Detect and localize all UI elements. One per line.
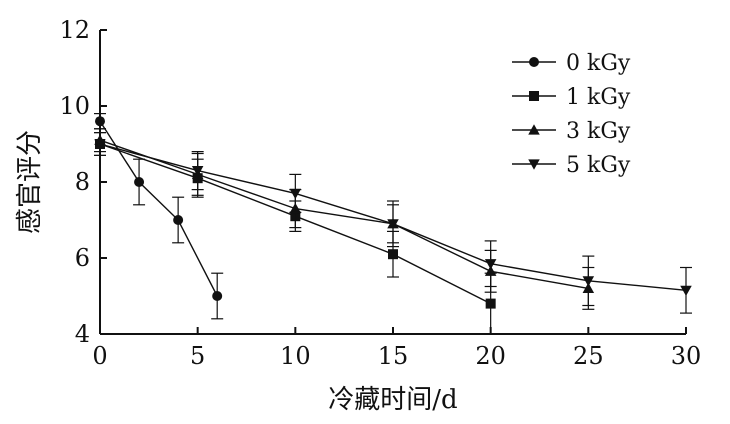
y-tick-label: 8 bbox=[75, 168, 90, 196]
data-point bbox=[680, 285, 692, 297]
legend-item: 3 kGy bbox=[512, 119, 631, 144]
y-tick-label: 12 bbox=[59, 16, 90, 44]
series-line bbox=[99, 120, 218, 297]
legend: 0 kGy 1 kGy 3 kGy 5 kGy bbox=[512, 51, 631, 178]
data-point bbox=[485, 298, 496, 309]
x-tick-label: 25 bbox=[573, 342, 604, 370]
y-axis-title: 感官评分 bbox=[15, 130, 45, 234]
series-layer bbox=[94, 112, 692, 335]
data-point bbox=[387, 219, 399, 230]
legend-item: 0 kGy bbox=[512, 51, 631, 76]
data-point bbox=[95, 116, 105, 127]
series-triangle-up bbox=[94, 128, 595, 310]
legend-item: 1 kGy bbox=[512, 85, 631, 110]
legend-label: 1 kGy bbox=[566, 85, 631, 110]
data-point bbox=[173, 215, 184, 225]
x-tick-label: 5 bbox=[190, 342, 205, 370]
y-tick-label: 6 bbox=[75, 244, 90, 272]
legend-marker bbox=[529, 91, 539, 101]
data-point bbox=[582, 276, 595, 287]
data-point bbox=[289, 188, 302, 200]
y-tick-label: 10 bbox=[59, 92, 90, 120]
legend-marker bbox=[528, 124, 540, 135]
series-line bbox=[99, 139, 589, 290]
data-point bbox=[484, 259, 497, 270]
data-point bbox=[94, 139, 106, 150]
series-square bbox=[94, 132, 497, 335]
x-tick-label: 15 bbox=[378, 342, 409, 370]
legend-marker bbox=[529, 57, 539, 67]
legend-item: 5 kGy bbox=[512, 153, 631, 178]
data-point bbox=[191, 166, 204, 177]
y-ticks: 4 6 8 10 12 bbox=[59, 16, 107, 348]
x-tick-label: 30 bbox=[671, 342, 702, 370]
x-tick-label: 0 bbox=[92, 342, 107, 370]
series-triangle-down bbox=[94, 132, 692, 314]
x-tick-label: 20 bbox=[475, 342, 506, 370]
data-point bbox=[388, 249, 398, 260]
x-ticks: 0 5 10 15 20 25 30 bbox=[92, 327, 701, 370]
data-point bbox=[134, 177, 145, 187]
data-point bbox=[212, 291, 223, 301]
y-tick-label: 4 bbox=[75, 320, 90, 348]
legend-label: 5 kGy bbox=[566, 153, 631, 178]
legend-label: 0 kGy bbox=[566, 51, 631, 76]
legend-marker bbox=[528, 159, 540, 170]
x-axis-title: 冷藏时间/d bbox=[328, 385, 457, 415]
legend-label: 3 kGy bbox=[566, 119, 631, 144]
x-tick-label: 10 bbox=[280, 342, 311, 370]
